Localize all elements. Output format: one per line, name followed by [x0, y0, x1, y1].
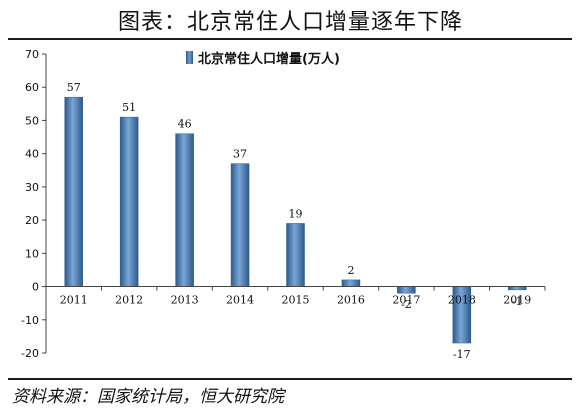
bar-2013 — [175, 133, 194, 287]
data-label-2016: 2 — [347, 264, 354, 277]
x-tick-label: 2015 — [282, 294, 310, 307]
y-tick-label: 40 — [25, 148, 39, 161]
bars: 57 51 46 37 19 2 -2 -17 -1 — [64, 81, 527, 361]
title-divider — [8, 38, 572, 40]
data-label-2017: -2 — [401, 298, 412, 311]
data-label-2019: -1 — [512, 295, 523, 308]
data-label-2015: 19 — [289, 207, 303, 220]
x-axis: 2011 2012 2013 2014 2015 2016 2017 2018 2019 — [45, 286, 546, 307]
data-label-2018: -17 — [453, 348, 471, 361]
y-tick-label: -10 — [21, 314, 39, 327]
footer-divider — [8, 378, 572, 380]
y-tick-label: 30 — [25, 181, 39, 194]
x-tick-label: 2016 — [337, 294, 365, 307]
y-axis: -20 -10 0 10 20 30 40 50 60 70 — [21, 48, 47, 360]
bar-2012 — [119, 116, 139, 287]
legend-label: 北京常住人口增量(万人) — [198, 52, 340, 67]
data-label-2012: 51 — [122, 101, 136, 114]
bar-2017 — [397, 286, 416, 294]
y-tick-label: 60 — [25, 81, 39, 94]
y-tick-label: 70 — [25, 48, 39, 61]
x-tick-label: 2017 — [392, 294, 420, 307]
data-label-2013: 46 — [178, 118, 192, 131]
page-title: 图表：北京常住人口增量逐年下降 — [117, 10, 463, 35]
x-tick-label: 2018 — [448, 294, 476, 307]
legend-swatch — [186, 51, 193, 64]
x-tick-label: 2019 — [503, 294, 531, 307]
bar-2015 — [286, 223, 305, 287]
bar-2016 — [341, 279, 361, 287]
y-tick-label: 10 — [25, 247, 39, 260]
data-label-2011: 57 — [67, 81, 81, 94]
x-tick-label: 2014 — [226, 294, 254, 307]
bar-2014 — [230, 163, 250, 287]
legend: 北京常住人口增量(万人) — [186, 48, 340, 67]
x-tick-label: 2013 — [171, 294, 199, 307]
y-tick-label: 50 — [25, 114, 39, 127]
x-tick-label: 2012 — [115, 294, 143, 307]
x-tick-label: 2011 — [60, 294, 88, 307]
source-note: 资料来源：国家统计局，恒大研究院 — [12, 387, 284, 407]
y-tick-label: -20 — [21, 347, 39, 360]
bar-chart: -20 -10 0 10 20 30 40 50 60 70 57 51 46 37 19 2 -2 -17 -1… — [21, 48, 546, 361]
y-tick-label: 0 — [32, 281, 39, 294]
bar-2011 — [64, 96, 83, 287]
y-tick-label: 20 — [25, 214, 39, 227]
data-label-2014: 37 — [233, 148, 247, 161]
